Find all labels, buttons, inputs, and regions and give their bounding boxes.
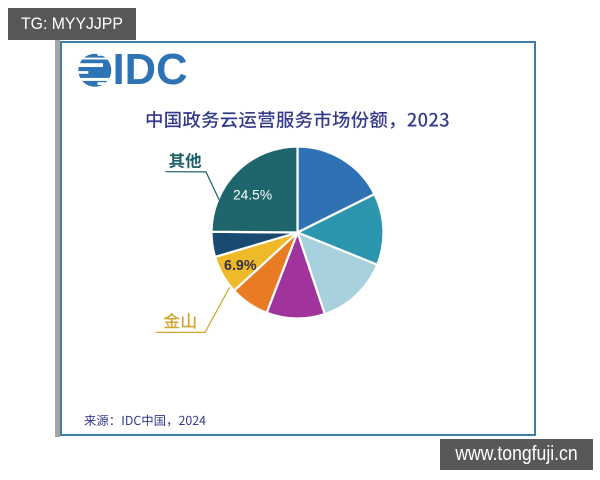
svg-text:6.9%: 6.9% (224, 258, 257, 274)
svg-text:IDC: IDC (113, 46, 188, 94)
svg-text:24.5%: 24.5% (233, 187, 272, 202)
